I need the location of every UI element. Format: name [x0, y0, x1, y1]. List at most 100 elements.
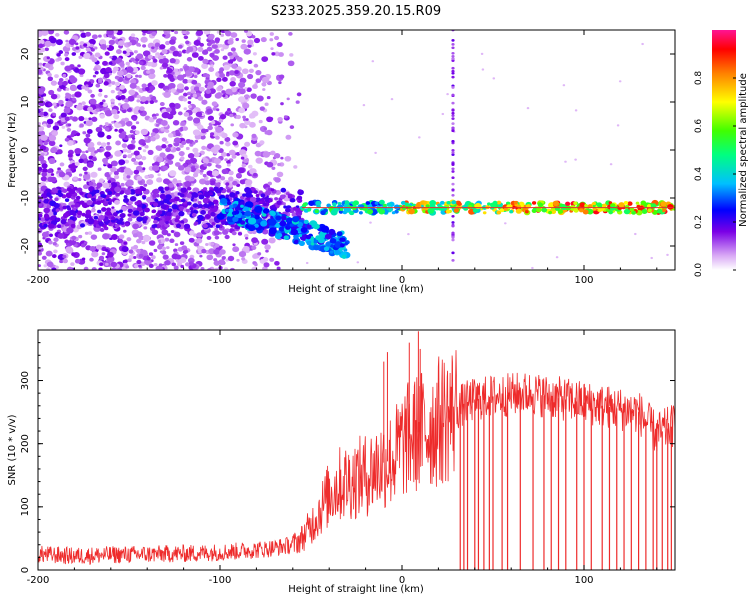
noise-cell: [79, 30, 85, 33]
noise-cell: [213, 249, 220, 255]
noise-cell: [110, 166, 117, 173]
arc-cell: [344, 242, 348, 246]
noise-cell: [38, 68, 43, 75]
spectrogram-xlabel: Height of straight line (km): [288, 284, 424, 295]
noise-cell: [198, 55, 204, 61]
noise-cell: [118, 102, 122, 106]
noise-cell: [49, 37, 57, 44]
noise-cell: [251, 133, 257, 139]
noise-cell: [98, 214, 105, 220]
noise-cell: [238, 107, 246, 114]
noise-cell: [219, 249, 226, 255]
noise-cell: [38, 217, 41, 221]
noise-cell: [251, 35, 256, 39]
tone-cell: [378, 199, 385, 205]
noise-cell: [175, 147, 181, 152]
noise-cell: [141, 187, 147, 192]
noise-cell: [141, 30, 149, 34]
tone-cell: [393, 204, 400, 210]
noise-cell: [77, 64, 81, 68]
noise-cell: [214, 267, 219, 270]
noise-cell: [202, 187, 208, 191]
noise-cell: [259, 140, 265, 145]
arc-cell: [293, 234, 300, 239]
noise-cell: [75, 195, 81, 200]
noise-cell: [79, 200, 85, 205]
noise-cell: [55, 32, 60, 37]
noise-cell: [111, 121, 115, 124]
noise-cell: [80, 32, 87, 38]
noise-cell: [285, 134, 292, 140]
noise-cell: [122, 148, 128, 153]
noise-cell: [47, 168, 53, 174]
noise-cell: [143, 226, 148, 230]
noise-cell: [180, 264, 185, 269]
noise-cell: [214, 37, 221, 42]
noise-cell: [78, 173, 83, 177]
noise-cell: [62, 258, 68, 264]
noise-cell: [38, 100, 46, 107]
noise-cell: [196, 232, 203, 238]
noise-cell: [144, 136, 148, 140]
tone-cell: [513, 201, 518, 205]
arc-cell: [276, 232, 283, 238]
noise-cell: [38, 89, 45, 95]
noise-cell: [38, 125, 45, 132]
noise-cell: [273, 153, 281, 159]
noise-cell: [173, 248, 178, 253]
noise-cell: [193, 86, 200, 92]
noise-cell: [362, 103, 366, 107]
noise-cell: [115, 86, 121, 91]
noise-cell: [192, 117, 201, 124]
arc-cell: [324, 233, 332, 240]
noise-cell: [131, 157, 137, 163]
noise-cell: [129, 129, 134, 134]
noise-cell: [205, 89, 212, 94]
noise-cell: [85, 133, 91, 138]
noise-cell: [103, 81, 109, 86]
noise-cell: [216, 30, 221, 34]
noise-cell: [51, 254, 57, 259]
noise-cell: [127, 258, 132, 263]
noise-cell: [166, 246, 170, 250]
noise-cell: [96, 182, 103, 188]
tone-cell: [647, 208, 652, 213]
tone-cell: [548, 210, 553, 215]
noise-cell: [178, 205, 185, 211]
arc-cell: [278, 226, 285, 232]
noise-cell: [153, 223, 158, 228]
noise-cell: [165, 190, 171, 195]
noise-cell: [130, 246, 135, 250]
noise-cell: [253, 63, 259, 68]
noise-cell: [267, 181, 273, 186]
noise-cell: [221, 220, 226, 225]
noise-cell: [111, 81, 116, 85]
noise-cell: [152, 193, 158, 198]
tone-cell: [631, 210, 636, 215]
noise-cell: [141, 167, 146, 171]
noise-cell: [132, 223, 140, 230]
noise-cell: [63, 30, 70, 35]
noise-cell: [132, 233, 138, 238]
noise-cell: [179, 193, 185, 198]
noise-cell: [121, 246, 129, 253]
noise-cell: [231, 231, 237, 236]
noise-cell: [236, 258, 240, 262]
noise-cell: [175, 129, 180, 134]
noise-cell: [82, 166, 88, 172]
noise-cell: [193, 39, 201, 46]
noise-cell: [270, 47, 274, 51]
noise-cell: [144, 175, 149, 179]
noise-cell: [205, 73, 210, 78]
noise-cell: [230, 77, 236, 82]
noise-cell: [117, 40, 125, 46]
noise-cell: [74, 42, 79, 46]
spike-cell: [451, 151, 455, 154]
noise-cell: [106, 255, 115, 263]
noise-cell: [161, 137, 168, 142]
noise-cell: [222, 94, 226, 98]
noise-cell: [177, 53, 182, 57]
arc-cell: [225, 208, 230, 213]
noise-cell: [150, 255, 156, 260]
noise-cell: [66, 139, 74, 146]
